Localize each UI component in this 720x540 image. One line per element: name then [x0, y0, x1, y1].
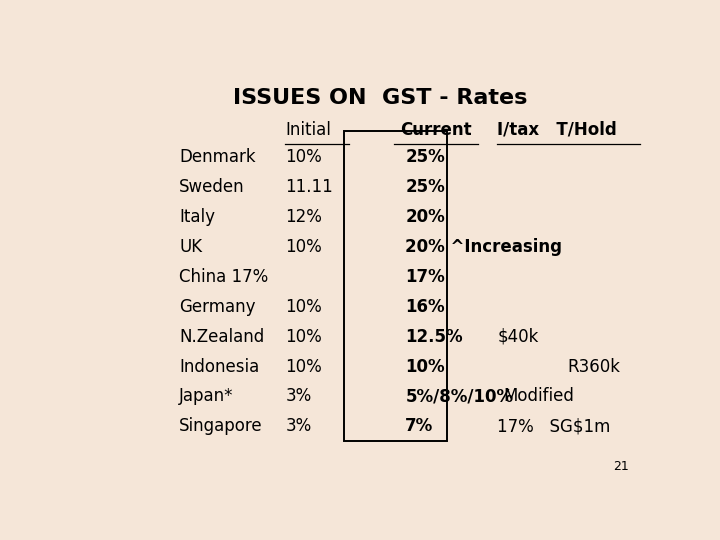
- Text: Modified: Modified: [503, 388, 574, 406]
- Text: 10%: 10%: [285, 238, 322, 256]
- Text: UK: UK: [179, 238, 202, 256]
- Text: R360k: R360k: [567, 357, 620, 375]
- Text: Indonesia: Indonesia: [179, 357, 259, 375]
- Text: 10%: 10%: [285, 148, 322, 166]
- Text: Japan*: Japan*: [179, 388, 234, 406]
- Text: 17%: 17%: [405, 268, 445, 286]
- Text: Current: Current: [400, 121, 472, 139]
- Text: Denmark: Denmark: [179, 148, 256, 166]
- Text: Italy: Italy: [179, 208, 215, 226]
- Text: 12.5%: 12.5%: [405, 328, 463, 346]
- Text: N.Zealand: N.Zealand: [179, 328, 264, 346]
- Text: 25%: 25%: [405, 148, 445, 166]
- Text: 11.11: 11.11: [285, 178, 333, 196]
- Text: 21: 21: [613, 460, 629, 473]
- Text: Initial: Initial: [285, 121, 331, 139]
- Text: China 17%: China 17%: [179, 268, 269, 286]
- Text: 17%   SG$1m: 17% SG$1m: [498, 417, 611, 435]
- Text: I/tax   T/Hold: I/tax T/Hold: [498, 121, 617, 139]
- Text: 10%: 10%: [405, 357, 445, 375]
- Text: Singapore: Singapore: [179, 417, 263, 435]
- Text: 5%/8%/10%: 5%/8%/10%: [405, 388, 513, 406]
- Text: 20% ^Increasing: 20% ^Increasing: [405, 238, 562, 256]
- Text: 12%: 12%: [285, 208, 322, 226]
- Text: ISSUES ON  GST - Rates: ISSUES ON GST - Rates: [233, 87, 527, 107]
- Text: 10%: 10%: [285, 357, 322, 375]
- Text: Sweden: Sweden: [179, 178, 245, 196]
- Text: $40k: $40k: [498, 328, 539, 346]
- Text: 16%: 16%: [405, 298, 445, 316]
- Text: 10%: 10%: [285, 298, 322, 316]
- Text: 7%: 7%: [405, 417, 433, 435]
- Text: 20%: 20%: [405, 208, 445, 226]
- Text: 3%: 3%: [285, 388, 312, 406]
- Text: 25%: 25%: [405, 178, 445, 196]
- Text: 10%: 10%: [285, 328, 322, 346]
- Text: 3%: 3%: [285, 417, 312, 435]
- Text: Germany: Germany: [179, 298, 256, 316]
